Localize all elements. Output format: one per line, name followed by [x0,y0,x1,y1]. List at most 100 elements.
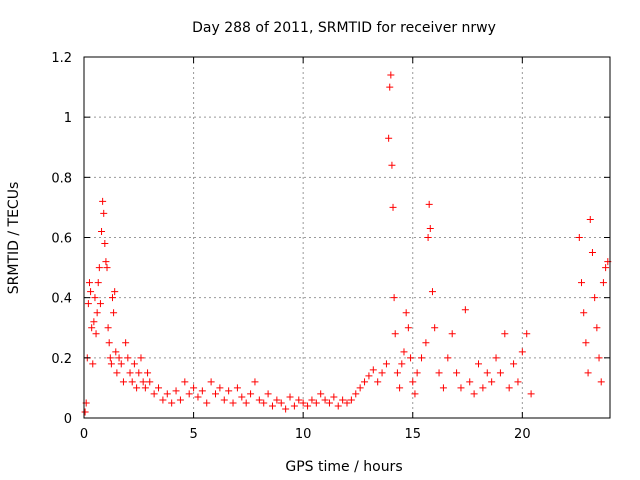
data-point-marker [426,224,434,232]
data-point-marker [81,408,89,416]
data-point-marker [325,399,333,407]
data-point-marker [593,324,601,332]
data-point-marker [290,402,298,410]
data-point-marker [96,300,104,308]
data-point-marker [238,393,246,401]
data-point-marker [470,390,478,398]
data-point-marker [111,288,119,296]
data-point-marker [103,264,111,272]
data-point-marker [312,399,320,407]
x-tick-label: 15 [404,427,421,442]
x-tick-label: 10 [295,427,312,442]
data-point-marker [390,294,398,302]
data-point-marker [242,399,250,407]
data-point-marker [88,324,96,332]
data-point-marker [133,384,141,392]
data-point-marker [386,83,394,91]
data-point-marker [273,396,281,404]
data-point-marker [94,279,102,287]
data-point-marker [181,378,189,386]
data-point-marker [396,384,404,392]
y-tick-label: 0.4 [51,292,72,307]
data-point-marker [95,264,103,272]
y-tick-label: 0.6 [51,232,72,247]
data-point-marker [113,369,121,377]
data-markers [81,71,612,416]
data-point-marker [588,249,596,257]
data-point-marker [374,378,382,386]
data-point-marker [90,318,98,326]
data-point-marker [89,360,97,368]
data-point-marker [168,399,176,407]
data-point-marker [155,384,163,392]
y-tick-label: 1 [64,111,72,126]
data-point-marker [317,390,325,398]
data-point-marker [251,378,259,386]
data-point-marker [492,354,500,362]
data-point-marker [388,161,396,169]
data-point-marker [93,309,101,317]
data-point-marker [190,384,198,392]
data-point-marker [505,384,513,392]
data-point-marker [286,393,294,401]
data-point-marker [304,402,312,410]
data-point-marker [225,387,233,395]
data-point-marker [382,360,390,368]
data-point-marker [400,348,408,356]
data-point-marker [277,399,285,407]
data-point-marker [115,354,123,362]
data-point-marker [413,369,421,377]
data-point-marker [229,399,237,407]
data-point-marker [163,390,171,398]
grid-lines [84,57,610,418]
data-point-marker [393,369,401,377]
data-point-marker [194,393,202,401]
data-point-marker [582,339,590,347]
data-point-marker [475,360,482,368]
data-point-marker [268,402,276,410]
data-point-marker [352,390,360,398]
data-point-marker [106,354,114,362]
data-point-marker [255,396,263,404]
data-point-marker [87,288,95,296]
data-point-marker [321,396,329,404]
data-point-marker [117,360,125,368]
data-point-marker [418,354,426,362]
data-point-marker [385,134,393,142]
data-point-marker [407,354,415,362]
data-point-marker [299,399,307,407]
data-point-marker [91,294,99,302]
data-point-marker [422,339,430,347]
data-point-marker [110,309,118,317]
data-point-marker [599,279,607,287]
data-point-marker [356,384,364,392]
data-point-marker [369,366,377,374]
data-point-marker [595,354,603,362]
data-point-marker [212,390,219,398]
data-point-marker [428,288,436,296]
data-point-marker [216,384,224,392]
data-point-marker [510,360,518,368]
data-point-marker [602,264,610,272]
data-point-marker [105,339,113,347]
data-point-marker [398,360,406,368]
data-point-marker [107,360,115,368]
data-point-marker [424,234,432,241]
data-point-marker [104,324,112,332]
y-tick-label: 0.8 [51,171,72,186]
data-point-marker [347,396,355,404]
data-point-marker [404,324,412,332]
x-tick-label: 5 [189,427,197,442]
data-point-marker [334,402,342,410]
data-point-marker [457,384,465,392]
data-point-marker [448,330,456,338]
x-axis-label: GPS time / hours [285,459,402,475]
data-point-marker [264,390,272,398]
data-point-marker [150,390,158,398]
data-point-marker [439,384,447,392]
data-point-marker [391,330,399,338]
data-point-marker [387,71,395,79]
data-point-marker [308,396,316,404]
data-point-marker [527,390,535,398]
